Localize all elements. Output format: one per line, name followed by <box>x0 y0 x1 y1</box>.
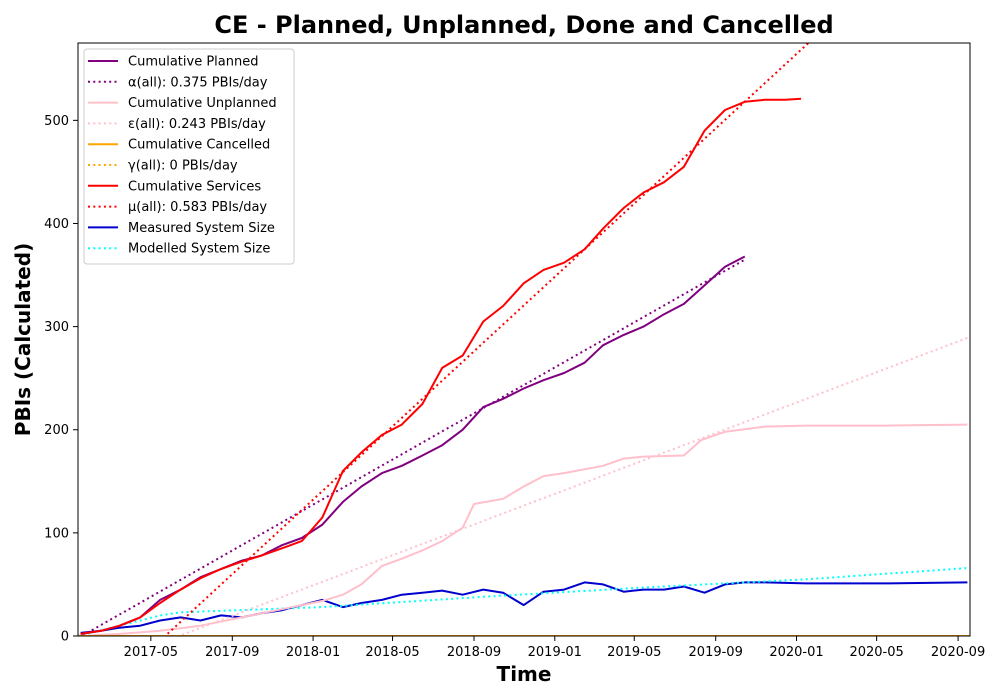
chart-title: CE - Planned, Unplanned, Done and Cancel… <box>214 11 833 39</box>
series-line-modelled-system-size <box>78 566 970 636</box>
legend-label-cumulative-services: Cumulative Services <box>128 179 261 194</box>
legend-label-all-0-375-pbis-day: α(all): 0.375 PBIs/day <box>128 75 268 90</box>
legend-box <box>83 48 295 265</box>
x-tick-label: 2020-01 <box>769 645 823 660</box>
series-line-cumulative-planned <box>80 255 746 635</box>
series-line-all-0-583-pbis-day <box>163 43 810 636</box>
series-layer <box>78 43 970 636</box>
series-line-cumulative-unplanned <box>80 423 968 636</box>
y-tick-label: 0 <box>61 630 69 645</box>
plot-area-frame <box>77 42 971 637</box>
x-tick-label: 2018-05 <box>365 645 419 660</box>
legend-label-all-0-583-pbis-day: μ(all): 0.583 PBIs/day <box>128 200 267 215</box>
x-tick-label: 2020-05 <box>849 645 903 660</box>
x-axis: 2017-05 2017-09 2018-01 2018-05 2018-09 2019-… <box>124 636 985 660</box>
y-axis-label: PBIs (Calculated) <box>11 243 35 436</box>
legend-label-cumulative-cancelled: Cumulative Cancelled <box>128 138 270 153</box>
legend-label-cumulative-unplanned: Cumulative Unplanned <box>128 96 277 111</box>
x-tick-label: 2019-05 <box>607 645 661 660</box>
legend-label-all-0-243-pbis-day: ε(all): 0.243 PBIs/day <box>128 117 266 132</box>
x-tick-label: 2018-09 <box>447 645 501 660</box>
legend-label-measured-system-size: Measured System Size <box>128 221 275 236</box>
series-line-cumulative-services <box>80 97 802 635</box>
legend-label-modelled-system-size: Modelled System Size <box>128 242 270 257</box>
series-line-measured-system-size <box>80 581 968 634</box>
legend: Cumulative Planned α(all): 0.375 PBIs/day… <box>83 48 295 265</box>
x-tick-label: 2019-09 <box>689 645 743 660</box>
x-tick-label: 2018-01 <box>286 645 340 660</box>
y-tick-label: 400 <box>44 217 69 232</box>
legend-label-cumulative-planned: Cumulative Planned <box>128 55 258 70</box>
x-tick-label: 2017-09 <box>205 645 259 660</box>
y-tick-label: 100 <box>44 526 69 541</box>
y-tick-label: 500 <box>44 114 69 129</box>
x-tick-label: 2017-05 <box>124 645 178 660</box>
x-tick-label: 2019-01 <box>528 645 582 660</box>
y-axis: 0 100 200 300 400 500 <box>44 114 78 645</box>
x-tick-label: 2020-09 <box>931 645 985 660</box>
legend-label-all-0-pbis-day: γ(all): 0 PBIs/day <box>128 159 238 174</box>
x-axis-label: Time <box>497 662 552 686</box>
y-tick-label: 300 <box>44 320 69 335</box>
series-line-all-0-375-pbis-day <box>79 258 746 636</box>
y-tick-label: 200 <box>44 423 69 438</box>
